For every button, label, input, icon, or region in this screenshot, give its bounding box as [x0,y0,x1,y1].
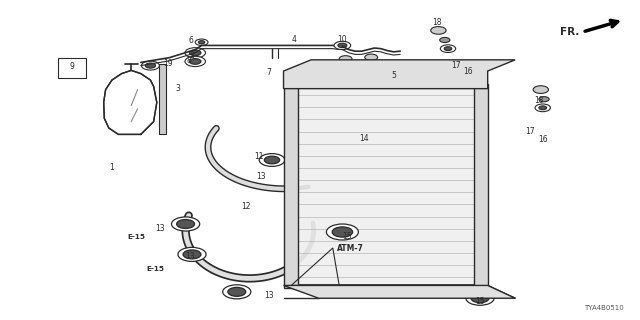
Circle shape [177,220,195,228]
Text: 18: 18 [432,18,441,27]
Circle shape [471,294,489,303]
Circle shape [183,250,201,259]
Text: 13: 13 [185,252,195,261]
Text: 2: 2 [189,51,195,60]
Circle shape [330,72,349,81]
Text: 5: 5 [391,71,396,80]
Text: 12: 12 [242,202,251,211]
Circle shape [533,86,548,93]
Bar [58,58,86,78]
Circle shape [145,63,156,68]
Circle shape [228,287,246,296]
Circle shape [431,27,446,34]
Circle shape [195,39,208,45]
Circle shape [223,285,251,299]
Circle shape [259,154,285,166]
Circle shape [440,37,450,43]
Circle shape [338,43,347,48]
Circle shape [365,54,378,60]
Text: 17: 17 [451,61,461,70]
Circle shape [296,75,306,80]
Bar [474,84,488,288]
Text: 6: 6 [188,36,193,45]
Text: 14: 14 [358,134,369,143]
Text: 8: 8 [186,56,191,65]
Circle shape [189,50,201,56]
Text: 7: 7 [266,68,271,77]
Text: TYA4B0510: TYA4B0510 [584,305,624,311]
Circle shape [339,56,352,62]
Text: 16: 16 [463,68,474,76]
Circle shape [444,47,452,51]
Circle shape [326,224,358,240]
Circle shape [172,217,200,231]
Circle shape [334,74,344,79]
Bar [284,84,298,288]
Circle shape [291,73,310,82]
Text: 10: 10 [337,36,348,44]
Circle shape [440,45,456,52]
Circle shape [466,291,494,305]
Circle shape [185,48,205,58]
Text: FR.: FR. [560,27,579,37]
Circle shape [189,59,201,64]
Circle shape [539,97,549,102]
Circle shape [141,61,159,70]
Text: E-15: E-15 [147,267,164,272]
Text: 18: 18 [534,96,543,105]
Polygon shape [284,285,515,298]
Circle shape [539,106,547,110]
Text: 13: 13 [264,291,274,300]
Text: 1: 1 [109,163,115,172]
Text: 13: 13 [155,224,165,233]
Circle shape [315,73,325,78]
Circle shape [332,227,353,237]
Text: 16: 16 [538,135,548,144]
Circle shape [178,247,206,261]
Circle shape [264,156,280,164]
Text: 19: 19 [163,59,173,68]
Text: 4: 4 [292,35,297,44]
Text: 11: 11 [255,152,264,161]
Circle shape [310,71,330,81]
Bar [159,64,166,134]
Text: 13: 13 [256,172,266,181]
Polygon shape [284,60,515,89]
Text: 15: 15 [342,232,352,241]
Text: 17: 17 [525,127,535,136]
Circle shape [535,104,550,112]
Text: 15: 15 [475,297,485,306]
Polygon shape [104,70,157,134]
Text: 3: 3 [175,84,180,93]
Circle shape [198,41,205,44]
Circle shape [185,56,205,67]
Bar [291,87,480,285]
Text: ATM-7: ATM-7 [337,244,364,253]
Text: 9: 9 [69,62,74,71]
Text: E-15: E-15 [127,235,145,240]
Circle shape [334,41,351,50]
